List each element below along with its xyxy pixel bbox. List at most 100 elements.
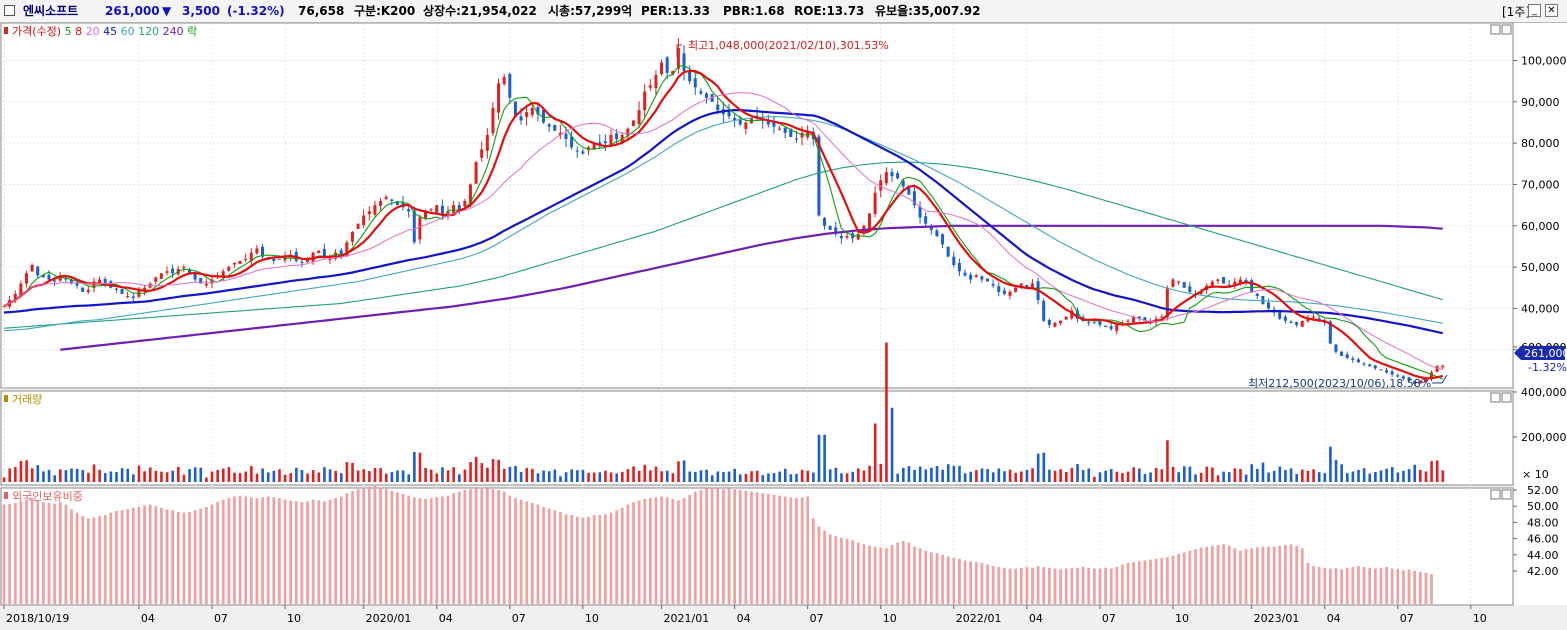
volume-bar: [671, 473, 675, 482]
panel-close-icon[interactable]: [1501, 24, 1512, 35]
candle-body: [890, 172, 894, 177]
candle-body: [603, 141, 607, 144]
volume-bar: [1357, 469, 1360, 482]
volume-bar: [733, 468, 736, 482]
volume-bar: [1424, 471, 1428, 482]
candle-body: [1300, 320, 1304, 327]
volume-bar: [1267, 472, 1270, 482]
volume-bar: [716, 471, 720, 482]
foreign-bar: [384, 489, 388, 604]
volume-bar: [1345, 473, 1349, 482]
foreign-bar: [890, 545, 894, 604]
panel-minimize-icon[interactable]: [1490, 392, 1501, 403]
foreign-bar: [323, 501, 326, 604]
price-change-percent: (-1.32%): [227, 4, 285, 18]
candle-body: [1362, 363, 1366, 365]
foreign-bar: [1053, 568, 1057, 604]
volume-bar: [1222, 471, 1225, 482]
volume-bar: [806, 470, 810, 482]
candle-body: [356, 223, 360, 229]
candle-body: [1278, 312, 1282, 319]
panel-minimize-icon[interactable]: [1490, 489, 1501, 500]
foreign-bar: [767, 494, 770, 604]
foreign-bar: [452, 493, 455, 604]
candle-body: [1104, 325, 1108, 327]
candle-body: [986, 278, 989, 282]
window-checkbox[interactable]: [4, 5, 15, 16]
volume-bar: [576, 470, 579, 482]
foreign-bar: [553, 510, 557, 604]
minimize-icon[interactable]: _: [1528, 4, 1541, 17]
foreign-bar: [727, 488, 731, 604]
foreign-bar: [1076, 567, 1079, 604]
panel-close-icon[interactable]: [1501, 489, 1512, 500]
candle-body: [1255, 293, 1259, 297]
foreign-bar: [1098, 568, 1102, 604]
volume-bar: [1025, 469, 1029, 482]
legend-entry: 5: [61, 25, 72, 38]
volume-bar: [53, 475, 56, 482]
foreign-bar: [750, 491, 753, 604]
volume-bar: [396, 470, 399, 482]
candle-body: [631, 120, 635, 127]
candle-body: [1407, 377, 1411, 381]
foreign-bar: [1104, 567, 1107, 604]
volume-bar: [323, 467, 326, 482]
foreign-bar: [407, 495, 411, 604]
foreign-bar: [1003, 567, 1006, 604]
candle-body: [1171, 279, 1175, 287]
foreign-bar: [1407, 569, 1411, 604]
volume-bar: [19, 461, 23, 482]
volume-bar: [817, 434, 821, 482]
candle-body: [261, 246, 265, 257]
volume-bar: [1261, 462, 1265, 482]
close-icon[interactable]: ✕: [1545, 4, 1558, 17]
foreign-bar: [744, 490, 748, 604]
title-bar: 엔씨소프트 261,000 ▼ 3,500 (-1.32%) 76,658 구분…: [0, 0, 1567, 23]
volume-bar: [188, 469, 191, 482]
volume-bar: [103, 473, 107, 482]
foreign-tick-label: 42.00: [1527, 565, 1559, 578]
volume-bar: [154, 470, 158, 482]
candle-body: [508, 74, 512, 98]
volume-bar: [744, 473, 748, 482]
volume-bar: [508, 466, 512, 482]
volume-bar: [25, 460, 28, 482]
volume-bar: [1014, 472, 1017, 482]
volume-bar: [14, 467, 17, 482]
candle-body: [817, 136, 821, 216]
foreign-bar: [868, 545, 871, 604]
panel-buttons[interactable]: [1490, 24, 1512, 500]
volume-bar: [126, 468, 130, 482]
volume-bar: [975, 470, 978, 482]
volume-bar: [1368, 473, 1372, 482]
foreign-bar: [716, 488, 720, 604]
candle-body: [1109, 326, 1113, 330]
volume-bar: [1413, 464, 1417, 482]
candle-body: [581, 151, 585, 154]
time-tick-label: 2022/01: [956, 612, 1002, 625]
candle-body: [1053, 322, 1057, 327]
volume-bar: [1205, 466, 1209, 482]
volume-bar: [986, 469, 989, 482]
foreign-bar: [199, 508, 203, 604]
candle-body: [1132, 316, 1136, 323]
foreign-bar: [362, 488, 366, 604]
foreign-bar: [688, 494, 692, 604]
candle-body: [317, 250, 321, 254]
candle-body: [654, 74, 658, 89]
candle-body: [2, 306, 6, 308]
period-button[interactable]: [1주]: [1502, 5, 1531, 19]
foreign-bar: [660, 496, 663, 604]
volume-bar: [502, 468, 506, 482]
foreign-bar: [1255, 547, 1259, 604]
candle-body: [339, 250, 343, 255]
volume-bar: [913, 470, 916, 482]
volume-bar: [8, 468, 12, 482]
volume-bar: [637, 470, 641, 482]
panel-close-icon[interactable]: [1501, 392, 1512, 403]
current-price-tag: [1514, 346, 1565, 360]
foreign-bar: [2, 504, 6, 604]
panel-minimize-icon[interactable]: [1490, 24, 1501, 35]
candle-body: [412, 210, 416, 243]
